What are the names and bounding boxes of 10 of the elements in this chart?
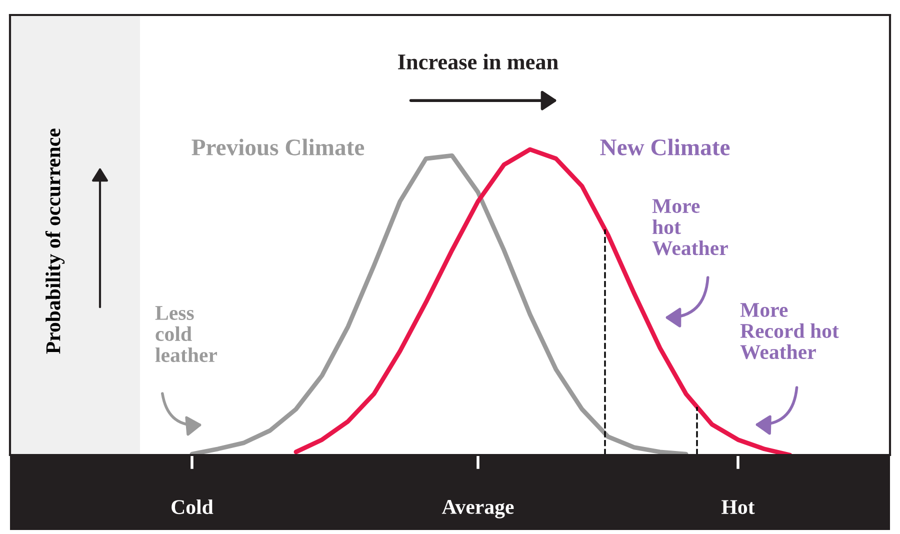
x-tick-label: Hot	[722, 500, 755, 514]
annotation: More Record hot Weather	[740, 303, 839, 360]
annotation: More hot Weather	[652, 199, 728, 256]
x-tick-label: Cold	[172, 499, 214, 514]
text: Increase in mean	[398, 54, 558, 70]
x-tick-label: Average	[442, 500, 514, 518]
y-axis-title: Probability of occurrence	[45, 128, 65, 354]
series-label: New Climate	[600, 138, 730, 156]
text: Previous Climate	[192, 138, 364, 156]
annotation: Less cold leather	[155, 306, 218, 362]
